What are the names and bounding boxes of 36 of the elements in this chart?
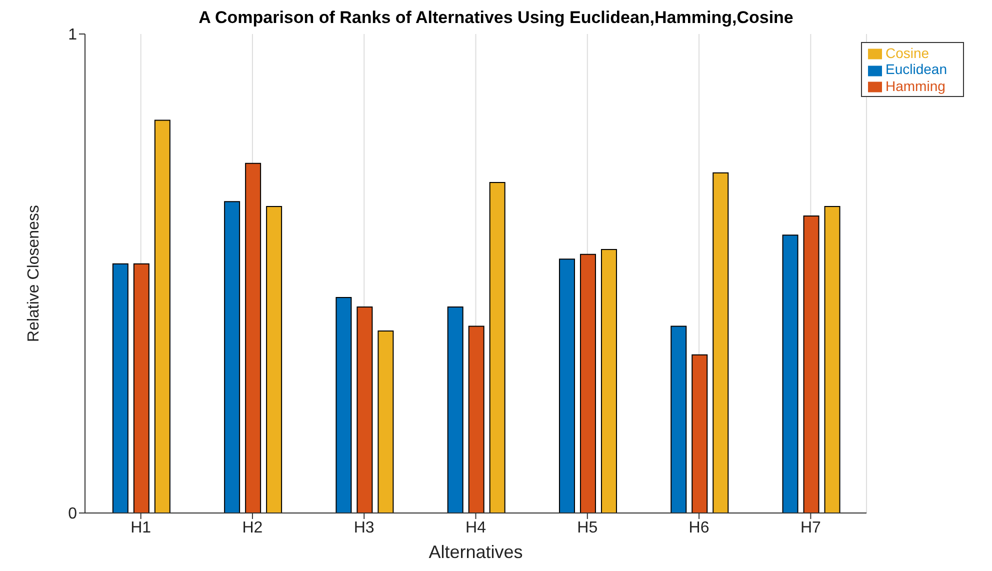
- bar: [245, 162, 262, 513]
- y-axis-title: Relative Closeness: [26, 205, 43, 342]
- y-tick-label: 0: [68, 506, 78, 523]
- bar: [670, 326, 687, 513]
- x-tick-label: H3: [354, 519, 374, 536]
- bar: [468, 326, 484, 513]
- y-tick-label: 1: [68, 26, 78, 44]
- legend-label: Cosine: [886, 45, 930, 61]
- bar: [803, 216, 820, 513]
- bar: [266, 206, 282, 513]
- bar: [712, 172, 729, 513]
- x-tick-label: H4: [466, 519, 486, 536]
- bar: [489, 182, 506, 513]
- bar: [133, 263, 150, 513]
- bar: [580, 254, 596, 513]
- x-tick-label: H1: [130, 519, 152, 536]
- bar: [154, 120, 170, 513]
- x-tick-label: H5: [577, 519, 598, 536]
- bar: [600, 249, 617, 513]
- bar: [824, 206, 840, 513]
- bar: [692, 354, 708, 513]
- bar: [447, 306, 464, 513]
- bar: [356, 306, 373, 513]
- bar: [336, 296, 352, 513]
- bar: [224, 201, 240, 513]
- x-tick-label: H2: [242, 519, 263, 536]
- legend-label: Euclidean: [886, 61, 947, 78]
- bar: [378, 330, 394, 513]
- bar: [782, 234, 798, 513]
- x-axis-title: Alternatives: [428, 542, 523, 562]
- legend-label: Hamming: [886, 78, 946, 94]
- x-tick-label: H7: [800, 519, 822, 536]
- chart-title: A Comparison of Ranks of Alternatives Using Euclidean,Hamming,Cosine: [198, 8, 794, 28]
- bar: [112, 263, 128, 513]
- x-tick-label: H6: [688, 519, 710, 536]
- bar: [558, 258, 575, 513]
